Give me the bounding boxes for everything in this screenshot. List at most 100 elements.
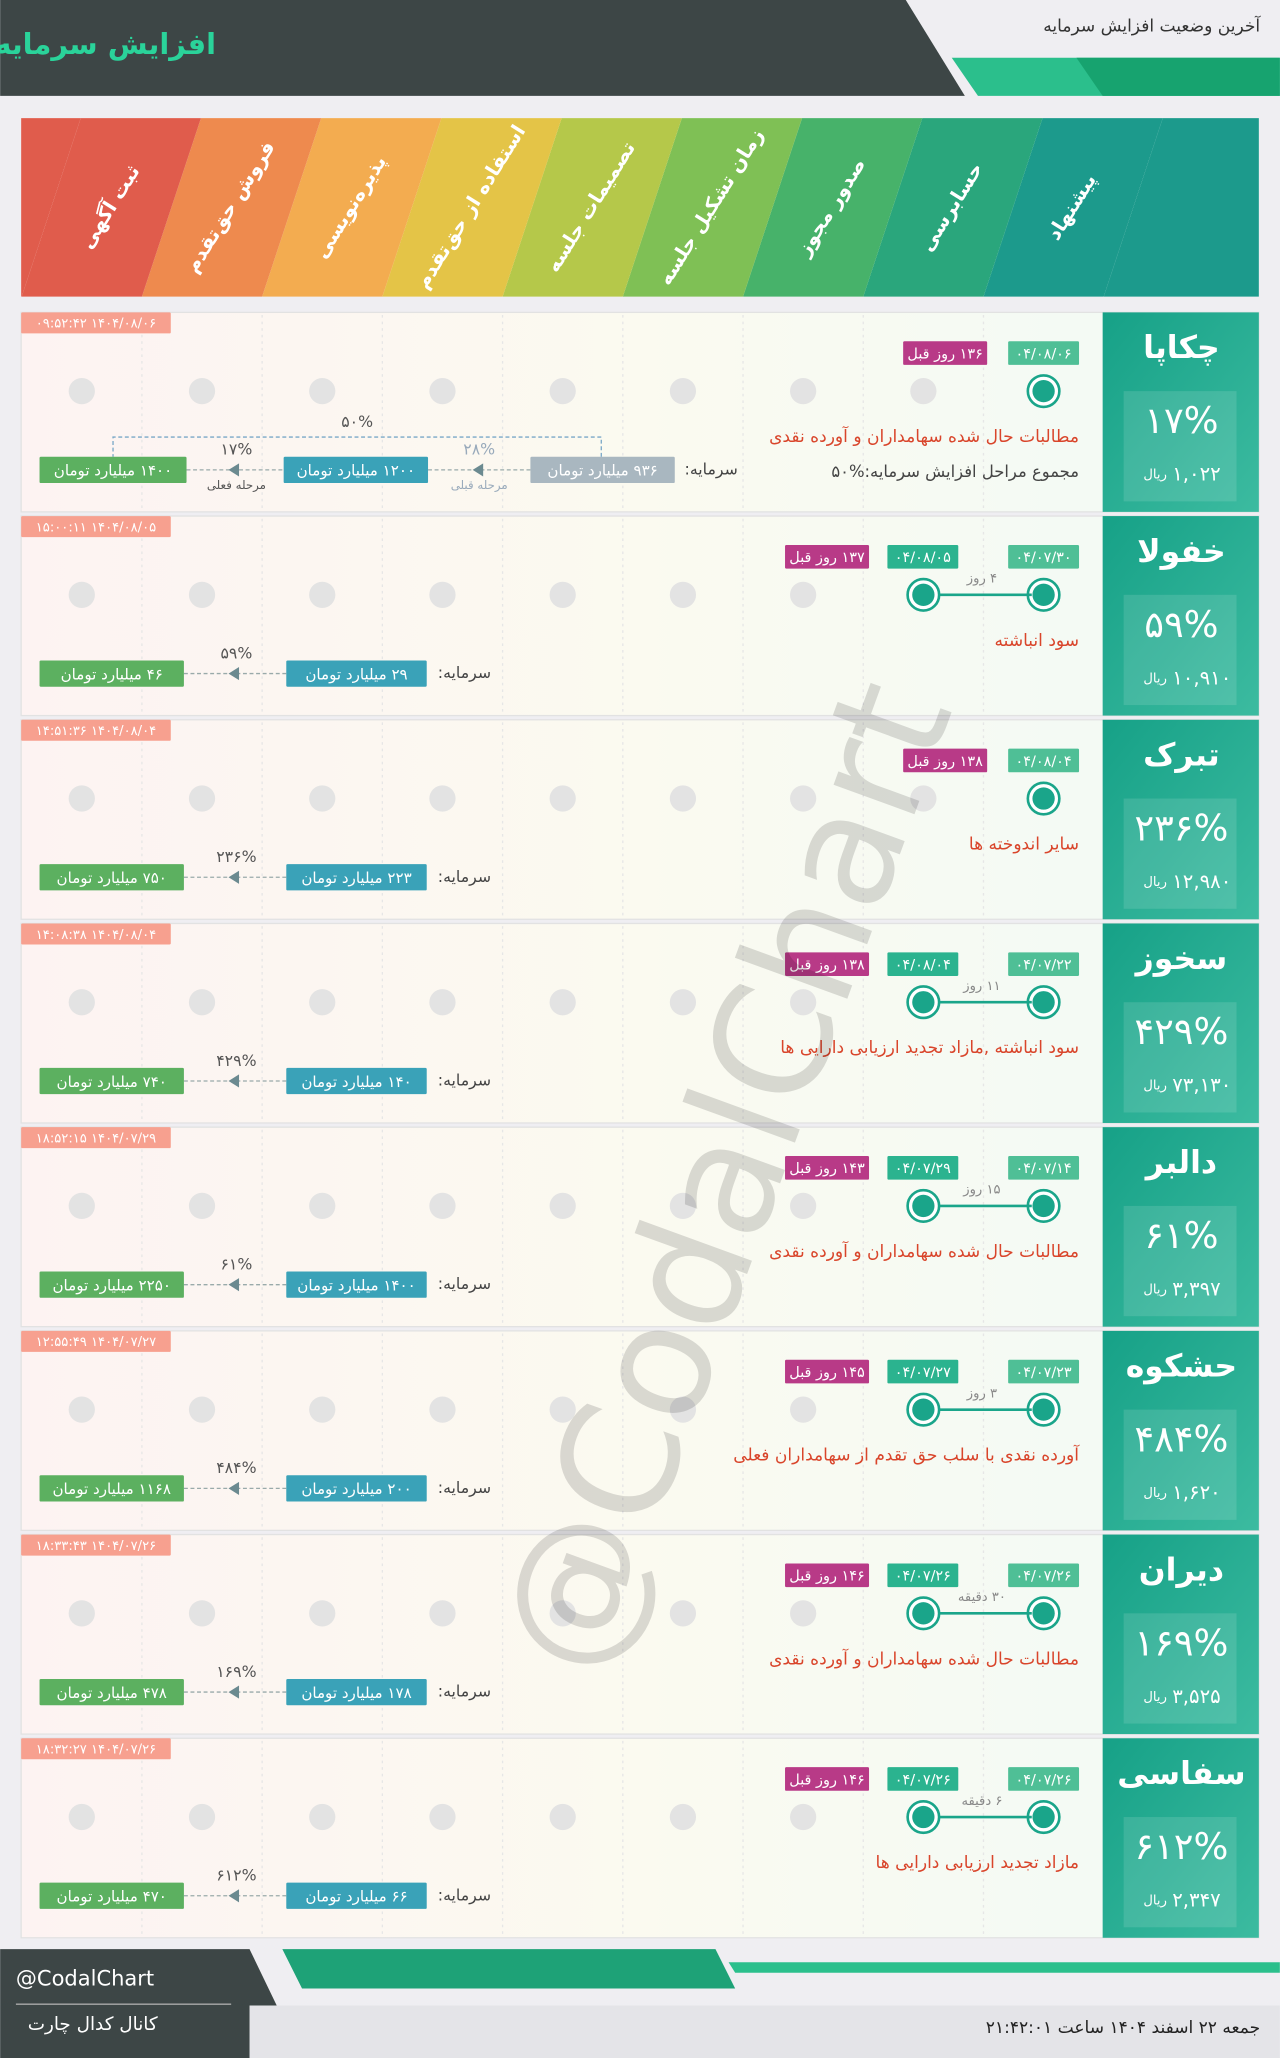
days-ago: ۱۴۶ روز قبل (789, 1569, 864, 1585)
stage-pending (68, 581, 95, 608)
capital-from-bg (286, 864, 427, 891)
reason: مطالبات حال شده سهامداران و آورده نقدی (769, 1240, 1079, 1262)
stage-date: ۰۴/۰۷/۲۶ (895, 1772, 951, 1788)
stage-done (912, 1805, 935, 1829)
footer-stripe (728, 1962, 1280, 1973)
timestamp: ۱۴۰۴/۰۷/۲۷ ۱۲:۵۵:۴۹ (36, 1335, 156, 1350)
timestamp-bg (21, 1534, 171, 1556)
interval: ۳ روز (966, 1386, 997, 1401)
capital-label: سرمایه: (438, 1070, 491, 1090)
stage-pending (669, 378, 697, 405)
stage-pending (429, 785, 456, 812)
symbol: دالبر (1144, 1145, 1217, 1181)
stage-pending (669, 785, 697, 812)
capital-label: سرمایه: (438, 1274, 491, 1294)
prev-label: مرحله قبلی (451, 478, 508, 493)
stage-date-bg (1008, 341, 1080, 365)
days-ago-bg (785, 1359, 870, 1384)
price: ۳,۵۲۵ (1172, 1685, 1221, 1708)
price: ۱,۶۲۰ (1172, 1481, 1221, 1504)
stage-date-bg (1008, 1563, 1080, 1588)
growth: ۶۱۲% (216, 1866, 256, 1885)
capital-from-bg (286, 1882, 427, 1909)
stage-date: ۰۴/۰۸/۰۶ (1015, 346, 1071, 362)
stage-done (1032, 991, 1055, 1014)
price: ۱۲,۹۸۰ (1172, 870, 1231, 893)
symbol: چکاپا (1143, 330, 1220, 366)
stage-done (1032, 379, 1055, 403)
days-ago: ۱۳۸ روز قبل (907, 754, 983, 770)
price: ۲,۳۴۷ (1172, 1889, 1221, 1912)
company-row: دیران ۱۶۹% ریال ۳,۵۲۵ ۱۴۰۴/۰۷/۲۶ ۱۸:۳۳:۴۳ ۳۰ … (20, 1533, 1260, 1735)
price: ۷۳,۱۳۰ (1172, 1074, 1231, 1097)
capital-label: سرمایه: (685, 459, 738, 479)
change-pct: ۴۸۴% (1134, 1418, 1228, 1461)
price: ۱,۰۲۲ (1172, 463, 1221, 486)
stage-pending (790, 1803, 817, 1831)
stage-pending (669, 989, 697, 1016)
stage-date: ۰۴/۰۸/۰۵ (895, 550, 951, 566)
stage-pending (790, 785, 817, 812)
stage-date-bg (1008, 748, 1080, 773)
capital-from: ۲۰۰ میلیارد تومان (301, 1480, 411, 1498)
page-title: افزایش سرمایه (0, 27, 216, 61)
stage-band (743, 118, 923, 297)
stage-date: ۰۴/۰۷/۲۶ (895, 1569, 951, 1585)
side-panel (1102, 1330, 1259, 1531)
stage-pending (669, 1396, 697, 1423)
capital-prev-bg (530, 456, 675, 483)
price: ۳,۳۹۷ (1172, 1277, 1221, 1300)
stage-band (21, 118, 201, 297)
capital-to-bg (39, 1475, 184, 1502)
side-inner (1123, 391, 1237, 502)
stage-pending (68, 989, 95, 1016)
stage-pending (549, 1600, 576, 1627)
stage-pending (188, 785, 216, 812)
capital-from: ۲۲۳ میلیارد تومان (301, 869, 411, 887)
timestamp: ۱۴۰۴/۰۸/۰۴ ۱۴:۵۱:۳۶ (36, 724, 156, 739)
capital-label: سرمایه: (438, 1682, 491, 1702)
stage-pending (429, 1803, 456, 1831)
days-ago-bg (785, 1767, 870, 1791)
flow-arrow (228, 1481, 240, 1495)
capital-from: ۲۹ میلیارد تومان (305, 665, 407, 683)
stage-pending (429, 1600, 456, 1627)
stage-date-bg (887, 544, 959, 569)
capital-label: سرمایه: (438, 663, 491, 683)
capital-from-bg (286, 1475, 427, 1502)
stage-pending (790, 1192, 817, 1220)
days-ago-bg (903, 341, 988, 365)
capital-label: سرمایه: (438, 867, 491, 887)
flow-arrow (228, 1074, 240, 1088)
side-inner (1123, 594, 1237, 706)
capital-to: ۲۲۵۰ میلیارد تومان (52, 1276, 170, 1294)
timestamp-bg (21, 719, 171, 741)
stage-pending (910, 378, 937, 405)
stage-done (912, 1194, 935, 1218)
days-ago: ۱۴۳ روز قبل (789, 1161, 865, 1177)
currency: ریال (1143, 875, 1167, 890)
stage-date-bg (1008, 952, 1080, 976)
side-panel (1102, 1534, 1259, 1735)
symbol: خفولا (1137, 534, 1226, 570)
company-row: سخوز ۴۲۹% ریال ۷۳,۱۳۰ ۱۴۰۴/۰۸/۰۴ ۱۴:۰۸:۳۸ ۱۱ … (20, 922, 1260, 1124)
side-panel (1102, 312, 1259, 512)
footer-channel: کانال کدال چارت (28, 2014, 158, 2035)
capital-to: ۷۴۰ میلیارد تومان (57, 1073, 167, 1091)
stage-pending (549, 378, 576, 405)
stage-band (863, 118, 1043, 297)
stage-date: ۰۴/۰۷/۲۷ (895, 1365, 951, 1381)
company-row: دالبر ۶۱% ریال ۳,۳۹۷ ۱۴۰۴/۰۷/۲۹ ۱۸:۵۲:۱۵ ۱۵ ر… (20, 1126, 1260, 1328)
footer-stripe (282, 1949, 736, 1989)
symbol: دیران (1139, 1552, 1224, 1588)
stage-date-bg (887, 1359, 959, 1384)
stage-pending (68, 1396, 95, 1423)
currency: ریال (1143, 1079, 1167, 1094)
change-pct: ۶۱% (1144, 1214, 1218, 1257)
stage-pending (309, 1396, 336, 1423)
symbol: حشکوه (1126, 1349, 1237, 1385)
stage-pending (549, 1396, 576, 1423)
flow-arrow (228, 1889, 240, 1903)
stage-band (141, 118, 322, 297)
company-row: چکاپا ۱۷% ریال ۱,۰۲۲ ۱۴۰۴/۰۸/۰۶ ۰۹:۵۲:۴۲ ۰۴/۰… (20, 311, 1260, 513)
